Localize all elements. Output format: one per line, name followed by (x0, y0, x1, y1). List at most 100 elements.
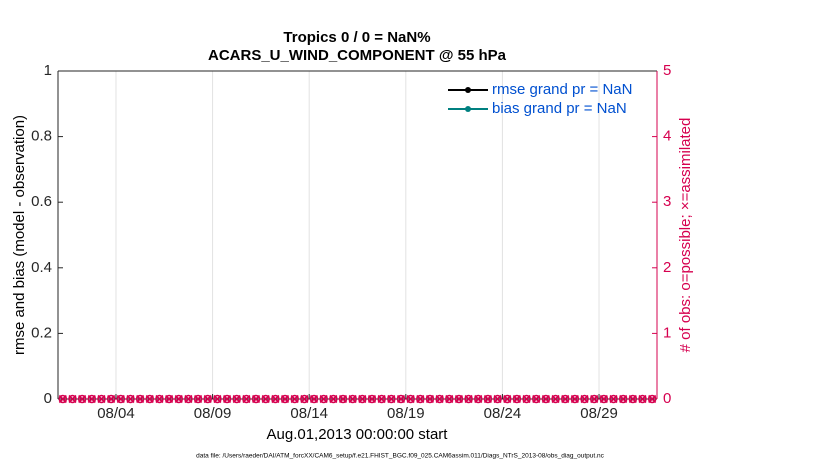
marker-x (290, 394, 299, 404)
marker-x (242, 394, 251, 404)
footnote: data file: /Users/raeder/DAI/ATM_forcXX/… (196, 453, 605, 460)
marker-o (377, 394, 386, 404)
marker-o (116, 394, 126, 404)
marker-o (251, 394, 261, 404)
marker-o (367, 394, 377, 404)
marker-o (193, 394, 203, 404)
marker-o (425, 394, 435, 404)
marker-x (648, 394, 657, 404)
marker-x (454, 394, 464, 404)
marker-x (590, 394, 599, 404)
marker-x (165, 394, 174, 404)
marker-x (570, 394, 579, 404)
marker-o (155, 394, 164, 404)
marker-o (589, 394, 599, 404)
legend-marker (465, 106, 471, 112)
marker-x (78, 394, 87, 404)
marker-x (358, 394, 367, 404)
x-tick-label: 08/09 (194, 405, 232, 422)
marker-x (107, 394, 116, 404)
chart-subtitle: ACARS_U_WIND_COMPONENT @ 55 hPa (208, 47, 507, 64)
legend-label: rmse grand pr = NaN (492, 81, 632, 98)
marker-x (522, 394, 531, 404)
y2-tick-label: 3 (663, 193, 671, 210)
marker-o (135, 394, 145, 404)
marker-x (493, 394, 502, 404)
marker-x (194, 394, 203, 404)
marker-o (106, 394, 116, 404)
marker-o (358, 394, 367, 404)
marker-x (68, 394, 77, 404)
marker-x (609, 394, 618, 404)
marker-o (454, 394, 464, 404)
marker-o (271, 394, 280, 404)
marker-o (184, 394, 193, 404)
marker-x (280, 394, 290, 404)
marker-o (560, 394, 570, 404)
y-tick-label: 0.2 (31, 324, 52, 341)
y-axis-label: rmse and bias (model - observation) (11, 115, 28, 355)
marker-x (58, 394, 67, 404)
marker-o (309, 394, 319, 404)
marker-x (329, 394, 338, 404)
marker-o (406, 394, 415, 404)
marker-o (300, 394, 309, 404)
marker-x (203, 394, 212, 404)
marker-o (618, 394, 628, 404)
marker-x (580, 394, 589, 404)
marker-o (261, 394, 271, 404)
marker-x (319, 394, 328, 404)
y2-tick-label: 5 (663, 62, 671, 79)
marker-o (338, 394, 348, 404)
marker-o (232, 394, 242, 404)
legend-marker (465, 87, 471, 93)
marker-x (425, 394, 435, 404)
marker-x (561, 394, 570, 404)
marker-o (242, 394, 251, 404)
marker-x (87, 394, 96, 404)
marker-x (445, 394, 454, 404)
marker-o (435, 394, 444, 404)
y-tick-label: 0.4 (31, 259, 52, 276)
marker-x (541, 394, 550, 404)
y-tick-label: 0 (44, 390, 52, 407)
marker-x (638, 394, 647, 404)
marker-x (300, 394, 309, 404)
x-tick-label: 08/29 (580, 405, 618, 422)
marker-x (619, 394, 628, 404)
marker-o (87, 394, 97, 404)
marker-o (599, 394, 609, 404)
marker-o (522, 394, 531, 404)
marker-o (531, 394, 541, 404)
marker-o (541, 394, 551, 404)
marker-x (213, 394, 222, 404)
marker-o (638, 394, 647, 404)
marker-o (68, 394, 77, 404)
y2-axis-label: # of obs: o=possible; ×=assimilated (677, 118, 694, 353)
marker-o (628, 394, 638, 404)
marker-x (126, 394, 135, 404)
marker-x (532, 394, 541, 404)
marker-x (348, 394, 357, 404)
marker-o (348, 394, 357, 404)
marker-o (280, 394, 290, 404)
x-tick-label: 08/19 (387, 405, 425, 422)
marker-o (387, 394, 396, 404)
marker-x (512, 394, 521, 404)
marker-x (406, 394, 415, 404)
marker-o (483, 394, 493, 404)
marker-x (271, 394, 280, 404)
marker-o (126, 394, 135, 404)
marker-o (444, 394, 454, 404)
y-tick-label: 0.8 (31, 128, 52, 145)
marker-o (58, 394, 68, 404)
marker-o (464, 394, 473, 404)
marker-x (232, 394, 241, 404)
marker-o (580, 394, 589, 404)
marker-o (647, 394, 657, 404)
marker-o (97, 394, 106, 404)
marker-x (367, 394, 377, 404)
marker-o (415, 394, 425, 404)
marker-o (512, 394, 522, 404)
